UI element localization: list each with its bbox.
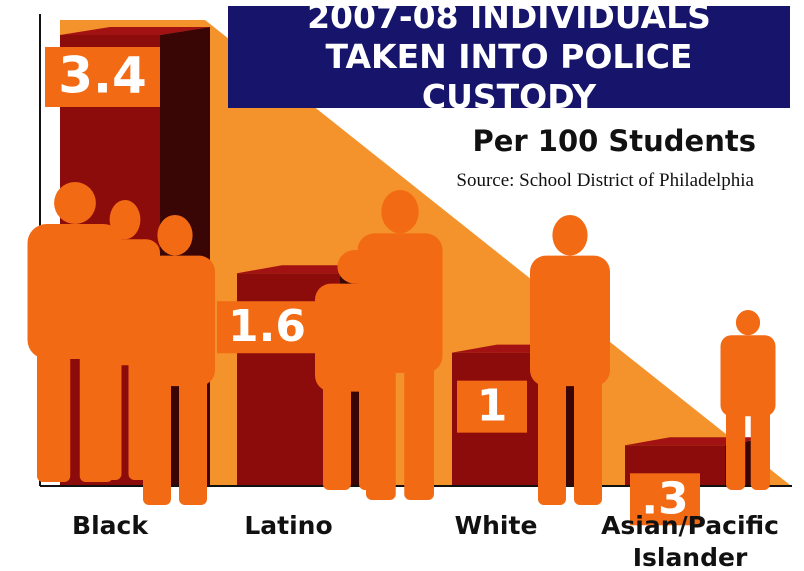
x-tick-label: Asian/Pacific Islander [601,511,779,571]
value-label: 1 [477,381,508,432]
silhouette-part [538,374,566,505]
silhouette-part [726,409,746,490]
silhouette-part [750,409,770,490]
silhouette-part [37,347,71,482]
silhouette-part [359,382,387,490]
silhouette [315,249,395,490]
silhouette-part [574,374,602,505]
silhouette [135,215,215,505]
value-label: .3 [641,473,688,524]
silhouette-part [157,215,193,256]
silhouette-part [337,249,373,284]
value-label-box [45,47,160,107]
silhouette-part [143,374,171,505]
silhouette-part [530,255,610,387]
silhouette-part [54,182,96,224]
silhouette-part [315,283,395,392]
chart-title: 2007-08 INDIVIDUALS TAKEN INTO POLICE CU… [228,0,790,116]
silhouette-part [381,190,419,234]
silhouette-part [735,310,761,336]
x-tick-label: White [454,511,538,540]
value-label: 1.6 [228,301,306,352]
subtitle: Per 100 Students [472,124,756,158]
silhouette-part [97,354,122,480]
silhouette [720,310,776,490]
value-label-box [457,380,527,433]
value-label-box [217,301,317,354]
value-label-box [630,473,700,526]
x-tick-label: Latino [244,511,333,540]
silhouette-part [109,200,141,240]
x-tick-label: Black [72,511,148,540]
silhouette [530,215,610,505]
silhouette-part [179,374,207,505]
silhouette-part [135,255,215,387]
silhouette-part [323,382,351,490]
silhouette-part [404,360,434,500]
value-label: 3.4 [58,47,147,105]
silhouette-part [720,335,776,417]
silhouette-part [552,215,588,256]
source: Source: School District of Philadelphia [456,170,754,191]
